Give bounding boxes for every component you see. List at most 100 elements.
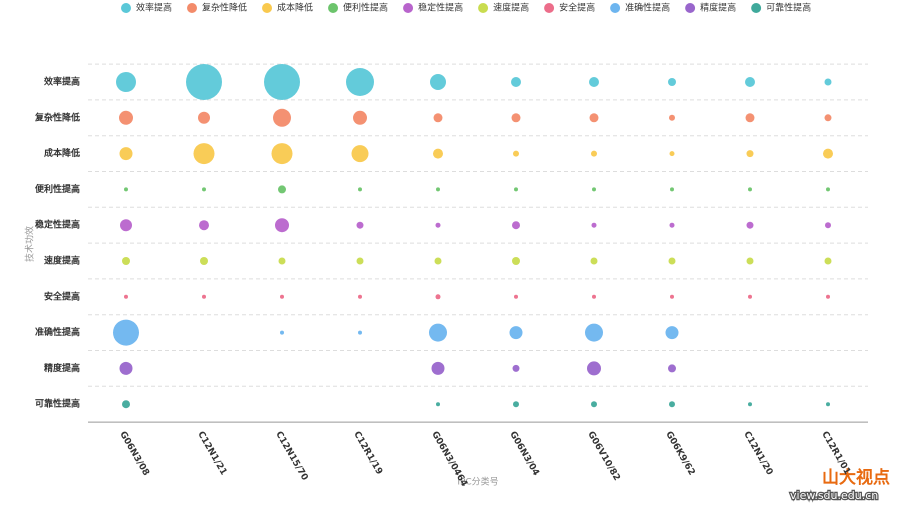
bubble (358, 187, 362, 192)
bubble (433, 148, 443, 159)
legend-marker (544, 3, 555, 13)
bubble (434, 257, 442, 265)
x-tick-label: G06V10/82 (585, 430, 621, 483)
x-axis-title: IPC分类号 (457, 476, 498, 488)
bubble (511, 113, 521, 123)
bubble (512, 364, 520, 372)
legend-label: 精度提高 (700, 2, 736, 14)
legend-marker (121, 3, 131, 13)
bubble (512, 221, 520, 230)
bubble (264, 64, 300, 100)
bubble (826, 187, 830, 192)
bubble (113, 319, 139, 346)
y-tick-label: 效率提高 (44, 76, 80, 88)
bubble (430, 74, 446, 90)
legend-label: 复杂性降低 (202, 2, 247, 14)
bubble (511, 77, 521, 87)
bubble (433, 113, 443, 123)
bubble (278, 185, 286, 194)
x-tick-label: C12R1/19 (351, 430, 384, 477)
bubble (271, 143, 293, 165)
bubble (202, 187, 206, 192)
bubble (358, 294, 362, 299)
bubble (198, 111, 210, 124)
bubble (670, 187, 674, 192)
bubble (590, 257, 598, 265)
y-axis-title: 技术功效 (24, 226, 36, 262)
bubble (435, 294, 441, 300)
legend-label: 安全提高 (559, 2, 595, 14)
legend-label: 稳定性提高 (418, 2, 463, 14)
bubble (589, 77, 599, 87)
bubble (124, 187, 128, 192)
bubble (826, 402, 830, 407)
bubble (351, 145, 369, 163)
bubble (122, 400, 130, 409)
bubble (669, 401, 675, 408)
bubble (669, 222, 675, 228)
bubble (748, 402, 752, 407)
legend-marker (751, 3, 762, 13)
bubble (669, 151, 675, 157)
bubble (356, 257, 364, 265)
bubble (746, 150, 754, 158)
legend-label: 成本降低 (277, 2, 313, 14)
bubble (202, 294, 206, 299)
bubble (436, 402, 440, 407)
bubble (513, 150, 519, 157)
legend-label: 速度提高 (493, 2, 529, 14)
bubble (512, 257, 520, 265)
legend-label: 准确性提高 (625, 2, 670, 14)
bubble (431, 361, 445, 375)
bubble (589, 113, 599, 123)
bubble (436, 187, 440, 192)
bubble (119, 147, 133, 161)
bubble (346, 68, 374, 96)
bubble (746, 257, 754, 265)
bubble (824, 114, 832, 122)
x-tick-label: G06N3/08 (117, 430, 150, 478)
bubble (668, 257, 676, 265)
legend-marker (610, 3, 621, 13)
bubble (353, 110, 367, 125)
legend-marker (187, 3, 198, 13)
bubble (587, 361, 601, 376)
bubble (668, 364, 676, 373)
bubble (429, 323, 447, 342)
bubble (514, 294, 518, 299)
bubble (278, 257, 286, 265)
bubble (513, 401, 519, 408)
bubble (356, 221, 364, 229)
bubble (592, 187, 596, 192)
bubble (280, 294, 284, 299)
bubble (748, 187, 752, 192)
bubble (514, 187, 518, 192)
bubble (435, 222, 441, 228)
legend-label: 可靠性提高 (766, 2, 811, 14)
bubble (200, 257, 208, 265)
bubble (122, 257, 130, 265)
legend-marker (328, 3, 339, 13)
watermark-url: view.sdu.edu.cn (790, 489, 878, 502)
y-tick-label: 成本降低 (44, 147, 80, 159)
bubble (119, 110, 133, 125)
legend-marker (403, 3, 414, 13)
bubble (592, 294, 596, 299)
bubble (746, 221, 754, 229)
x-tick-label: G06N3/04 (507, 430, 540, 478)
bubble (585, 323, 603, 342)
y-tick-label: 复杂性降低 (34, 111, 80, 123)
y-tick-label: 速度提高 (44, 255, 80, 267)
legend-label: 效率提高 (136, 2, 172, 14)
bubble (591, 222, 597, 228)
bubble (275, 218, 289, 233)
y-tick-label: 准确性提高 (35, 326, 80, 338)
bubble (280, 330, 284, 335)
bubble (824, 257, 832, 265)
x-tick-label: G06N3/0464 (429, 430, 469, 489)
bubble (199, 220, 209, 231)
bubble (669, 114, 675, 121)
watermark-name: 山大视点 (822, 467, 890, 488)
bubble (665, 326, 679, 340)
bubble (745, 77, 755, 87)
